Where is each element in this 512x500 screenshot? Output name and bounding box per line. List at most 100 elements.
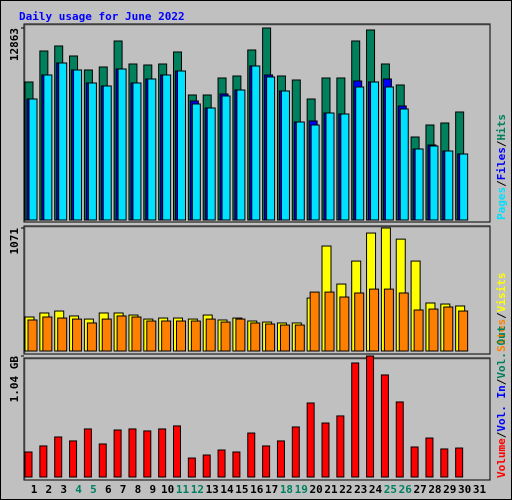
bar [443,306,454,352]
bar [325,112,335,221]
x-tick-label: 28 [428,483,441,496]
bar [276,440,285,478]
x-tick-label: 30 [458,483,471,496]
bar [425,437,434,478]
bar [440,448,449,478]
bar [205,318,216,352]
bar [262,445,271,478]
bar [351,362,360,478]
legend-separator: / [495,378,508,385]
bar [340,113,350,221]
x-tick-label: 11 [176,483,190,496]
bar [309,291,320,352]
legend-entry: Visits [495,273,508,313]
bar [232,451,241,478]
bar [324,291,335,352]
bar [146,320,157,352]
legend-separator: / [495,312,508,319]
bar [54,436,63,478]
x-tick-label: 19 [295,483,308,496]
x-tick-label: 9 [149,483,156,496]
legend: Pages/Files/Hits [495,114,508,220]
bar [366,355,375,478]
bar [398,292,409,352]
bar [291,426,300,478]
bar [202,454,211,478]
bar [162,74,172,221]
x-tick-label: 13 [206,483,219,496]
bar [306,402,315,478]
x-tick-label: 14 [220,483,234,496]
bar [102,85,112,221]
legend-separator: / [495,140,508,147]
bar [280,90,290,221]
bar [399,108,409,221]
x-tick-label: 20 [310,483,323,496]
legend-entry: Pages [495,187,508,220]
x-tick-label: 16 [250,483,264,496]
legend: Volume/Vol. In/Vol. Out [495,326,508,478]
bar [116,315,127,352]
bar [131,316,142,352]
x-tick-label: 10 [161,483,174,496]
bar [206,107,216,221]
bar [294,324,305,352]
bar [455,447,464,478]
bar [221,95,231,221]
bar [336,415,345,478]
chart-title: Daily usage for June 2022 [19,10,185,23]
x-tick-label: 15 [235,483,248,496]
bar [414,148,424,221]
bar [354,292,365,352]
bar [39,445,48,478]
bar [458,310,469,352]
bar [86,322,97,352]
bar [321,422,330,478]
bar [413,309,424,352]
x-tick-label: 5 [90,483,97,496]
bar [190,320,201,352]
x-tick-label: 27 [413,483,426,496]
bar [428,308,439,352]
bar [265,323,276,352]
bar [250,322,261,352]
bar [235,318,246,352]
bar [72,318,83,352]
bar [295,121,305,221]
bar [251,65,261,221]
y-tick-label: 1.04 GB [8,356,21,403]
x-tick-label: 26 [399,483,413,496]
bar [73,69,83,221]
bar [101,318,112,352]
legend-entry: Volume [495,438,508,478]
x-tick-label: 29 [443,483,456,496]
bar [220,321,231,352]
bar [58,62,68,221]
bar [380,374,389,478]
x-tick-label: 7 [120,483,127,496]
x-tick-label: 25 [384,483,397,496]
legend-entry: Vol. In [495,385,508,431]
x-tick-label: 31 [473,483,487,496]
legend-separator: / [495,431,508,438]
x-tick-label: 3 [60,483,67,496]
x-tick-label: 18 [280,483,293,496]
bar [98,443,107,478]
bar [83,428,92,478]
bar [161,320,172,352]
bar [177,70,186,221]
bar [370,81,380,221]
bar [173,425,181,478]
bar [158,428,167,478]
bar [147,78,157,221]
y-tick-label: 12863 [8,28,21,61]
bar [410,446,419,478]
bar [187,457,196,478]
bar [247,432,256,478]
bar [143,430,152,478]
bar [266,76,276,221]
x-tick-label: 24 [369,483,383,496]
bar [236,89,246,221]
bar [429,145,439,221]
